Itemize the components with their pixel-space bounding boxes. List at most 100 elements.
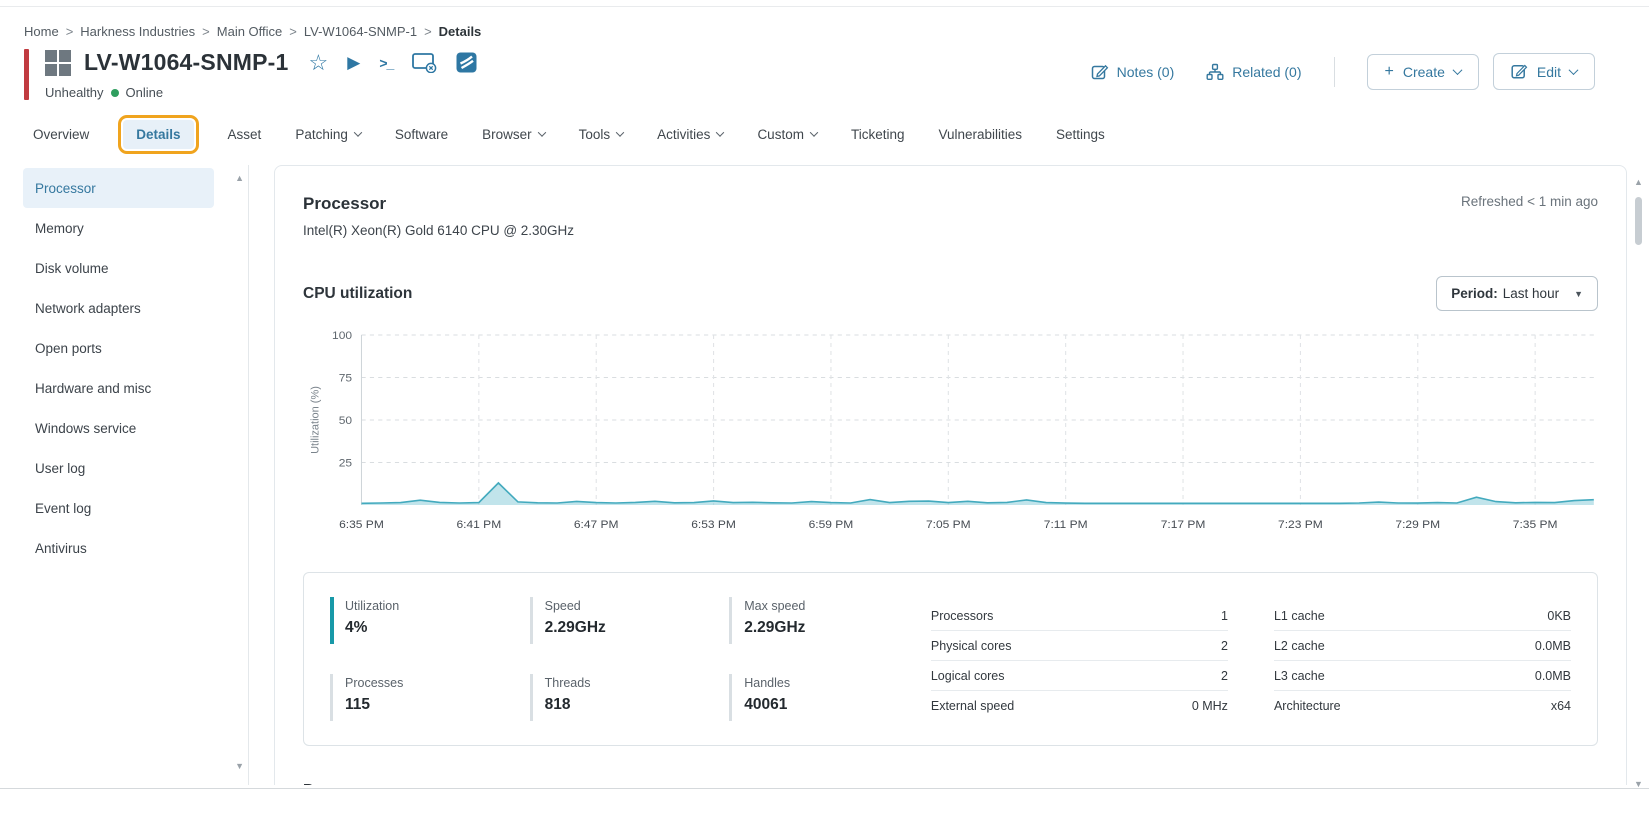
edit-button[interactable]: Edit [1492,53,1595,90]
spec-row-l3-cache: L3 cache 0.0MB [1273,661,1572,691]
sidebar-item-windows-service[interactable]: Windows service [35,420,137,436]
spec-value: x64 [1550,699,1572,713]
tab-overview[interactable]: Overview [33,127,89,142]
cpu-chart-svg: 25 50 75 100 6:35 PM 6:41 PM 6:47 PM 6:53 PM 6:5… [309,329,1594,531]
tab-custom[interactable]: Custom [757,126,819,142]
chevron-down-icon [1452,65,1463,76]
stat-value: 2.29GHz [744,619,806,636]
sidebar-item-network-adapters[interactable]: Network adapters [35,300,141,316]
stat-label: Threads [544,676,591,690]
stat-value: 818 [544,696,571,713]
stat-label: Processes [345,676,404,690]
spec-row-physical-cores: Physical cores 2 [930,631,1228,661]
period-dropdown[interactable]: Period: Last hour ▼ [1436,276,1598,311]
stat-label: Handles [744,676,791,690]
scroll-up-icon[interactable]: ▲ [1634,177,1643,187]
header-actions: Notes (0) Related (0) + Create [1091,53,1595,90]
main-scrollbar[interactable]: ▲ ▼ [1633,177,1645,789]
actions-divider [1333,56,1335,87]
tab-browser[interactable]: Browser [482,126,546,142]
tab-patching[interactable]: Patching [295,126,363,142]
spec-label: L1 cache [1273,608,1325,623]
spec-label: L2 cache [1273,638,1325,653]
tab-label: Software [394,126,449,142]
tab-label: Browser [482,126,532,142]
stat-label: Utilization [345,599,400,613]
notes-button[interactable]: Notes (0) [1091,63,1174,81]
related-label: Related (0) [1232,63,1302,80]
tab-label: Asset [227,126,262,142]
spec-value: 0KB [1547,608,1572,623]
remote-desktop-icon[interactable] [412,52,437,73]
scrollbar-thumb[interactable] [1635,197,1642,245]
breadcrumb-separator: > [424,24,432,39]
windows-logo-icon [45,49,71,76]
tab-settings[interactable]: Settings [1056,127,1105,142]
sidebar-item-event-log[interactable]: Event log [35,500,92,516]
sidebar-item-disk-volume[interactable]: Disk volume [35,260,109,276]
app-window: Home > Harkness Industries > Main Office > LV-… [0,6,1649,789]
create-button[interactable]: + Create [1366,53,1479,90]
section-title: Processor [303,194,387,213]
device-name: LV-W1064-SNMP-1 [84,49,289,75]
spec-row-l2-cache: L2 cache 0.0MB [1273,631,1572,661]
notes-icon [1091,63,1109,81]
run-icon[interactable]: ▶ [347,53,361,72]
breadcrumb-current: Details [438,24,482,39]
tab-vulnerabilities[interactable]: Vulnerabilities [938,127,1022,142]
stat-speed: Speed 2.29GHz [529,597,702,644]
sidebar-scroll-up-icon[interactable]: ▲ [235,173,244,183]
tab-activities[interactable]: Activities [657,126,725,142]
sidebar-item-hardware-and-misc[interactable]: Hardware and misc [35,380,152,396]
tab-ticketing[interactable]: Ticketing [851,127,905,142]
related-button[interactable]: Related (0) [1206,63,1302,81]
breadcrumb-link-harkness-industries[interactable]: Harkness Industries [80,24,196,39]
sidebar-item-user-log[interactable]: User log [35,460,86,476]
edit-label: Edit [1536,63,1561,80]
tab-tools[interactable]: Tools [578,126,625,142]
tab-label: Activities [657,126,711,142]
stat-max-speed: Max speed 2.29GHz [729,597,901,644]
sidebar-item-antivirus[interactable]: Antivirus [35,540,87,556]
spec-label: Logical cores [930,668,1005,683]
tab-label: Patching [295,126,348,142]
scroll-down-icon[interactable]: ▼ [1634,779,1643,789]
chevron-down-icon [537,128,546,137]
breadcrumb-separator: > [289,24,297,39]
tab-label: Custom [757,126,804,142]
spec-value: 2 [1220,638,1228,653]
svg-text:25: 25 [339,457,353,470]
edit-pencil-icon [1511,63,1528,80]
stat-handles: Handles 40061 [729,674,901,721]
sidebar-items: Processor Memory Disk volume Network adapte… [23,168,214,568]
spec-label: Physical cores [930,638,1012,653]
sidebar-item-processor[interactable]: Processor [23,168,214,208]
favorite-star-icon[interactable]: ☆ [308,49,329,75]
stat-value: 115 [345,696,371,713]
chevron-down-icon [809,128,819,137]
tab-label: Tools [578,126,611,142]
tab-label: Overview [33,126,90,142]
tab-bar: Overview Details Asset Patching Software Brow… [33,114,1649,154]
tab-label: Vulnerabilities [938,126,1023,142]
sidebar-scroll-down-icon[interactable]: ▼ [235,761,244,771]
tab-details[interactable]: Details [118,114,199,154]
breadcrumb: Home > Harkness Industries > Main Office > LV-… [0,7,1649,39]
tab-software[interactable]: Software [395,127,448,142]
terminal-icon[interactable]: >_ [379,54,394,71]
chevron-down-icon [353,128,363,137]
sidebar-item-memory[interactable]: Memory [35,220,84,236]
tab-label: Details [136,126,181,142]
splashtop-icon[interactable] [456,52,477,73]
tab-label: Ticketing [850,126,905,142]
spec-row-external-speed: External speed 0 MHz [931,691,1228,721]
tab-asset[interactable]: Asset [228,127,262,142]
breadcrumb-link-home[interactable]: Home [24,24,59,39]
specs-table-left: Processors 1 Physical cores 2 Logical cores 2… [930,597,1228,721]
breadcrumb-link-main-office[interactable]: Main Office [216,24,283,39]
chevron-down-icon [1568,65,1579,76]
spec-value: 0.0MB [1534,638,1572,653]
sidebar-item-open-ports[interactable]: Open ports [35,340,102,356]
breadcrumb-link-lv-w1064-snmp-1[interactable]: LV-W1064-SNMP-1 [303,24,418,39]
detail-sidebar: ▲ Processor Memory Disk volume Network adap… [0,165,249,785]
